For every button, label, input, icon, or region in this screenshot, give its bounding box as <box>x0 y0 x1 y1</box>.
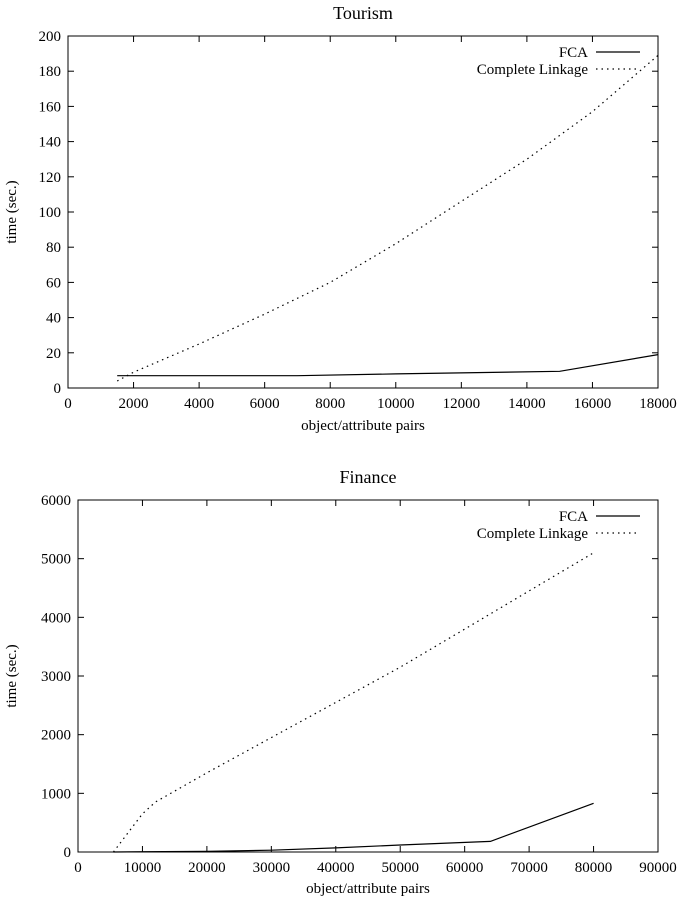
y-tick-label: 40 <box>46 311 61 327</box>
x-tick-label: 4000 <box>184 396 214 412</box>
series-line-complete-linkage <box>116 54 659 382</box>
y-tick-label: 140 <box>39 135 62 151</box>
x-tick-label: 20000 <box>188 860 226 876</box>
x-axis-label: object/attribute pairs <box>306 881 430 897</box>
x-tick-label: 40000 <box>317 860 355 876</box>
x-tick-label: 60000 <box>446 860 484 876</box>
x-tick-label: 90000 <box>639 860 677 876</box>
y-tick-label: 100 <box>39 205 62 221</box>
x-tick-label: 10000 <box>377 396 415 412</box>
y-tick-label: 4000 <box>41 610 71 626</box>
legend-label: FCA <box>559 45 588 61</box>
y-tick-label: 180 <box>39 64 62 80</box>
series-line-complete-linkage <box>112 552 594 853</box>
legend-label: Complete Linkage <box>477 526 589 542</box>
x-tick-label: 50000 <box>381 860 419 876</box>
x-tick-label: 6000 <box>250 396 280 412</box>
x-tick-label: 18000 <box>639 396 677 412</box>
x-tick-label: 80000 <box>575 860 613 876</box>
series-line-fca <box>117 354 659 377</box>
y-tick-label: 0 <box>54 381 62 397</box>
x-tick-label: 14000 <box>508 396 546 412</box>
x-tick-label: 0 <box>74 860 82 876</box>
legend-label: FCA <box>559 509 588 525</box>
y-tick-label: 120 <box>39 170 62 186</box>
y-tick-label: 6000 <box>41 493 71 509</box>
y-axis-label: time (sec.) <box>4 644 20 707</box>
y-tick-label: 5000 <box>41 552 71 568</box>
y-tick-label: 160 <box>39 99 62 115</box>
plot-frame <box>67 35 659 389</box>
chart-title: Finance <box>340 467 397 487</box>
legend-label: Complete Linkage <box>477 62 589 78</box>
plot-frame <box>77 499 659 853</box>
x-axis-label: object/attribute pairs <box>301 418 425 434</box>
chart-title: Tourism <box>333 3 393 23</box>
series-line-fca <box>113 802 594 853</box>
y-tick-label: 1000 <box>41 786 71 802</box>
y-tick-label: 0 <box>64 845 72 861</box>
y-tick-label: 20 <box>46 346 61 362</box>
x-tick-label: 30000 <box>253 860 291 876</box>
y-tick-label: 3000 <box>41 669 71 685</box>
x-tick-label: 16000 <box>574 396 612 412</box>
x-tick-label: 0 <box>64 396 72 412</box>
y-tick-label: 2000 <box>41 728 71 744</box>
y-tick-label: 200 <box>39 29 62 45</box>
x-tick-label: 70000 <box>510 860 548 876</box>
x-tick-label: 8000 <box>315 396 345 412</box>
x-tick-label: 2000 <box>119 396 149 412</box>
x-tick-label: 12000 <box>443 396 481 412</box>
x-tick-label: 10000 <box>124 860 162 876</box>
y-tick-label: 60 <box>46 275 61 291</box>
y-tick-label: 80 <box>46 240 61 256</box>
y-axis-label: time (sec.) <box>4 180 20 243</box>
